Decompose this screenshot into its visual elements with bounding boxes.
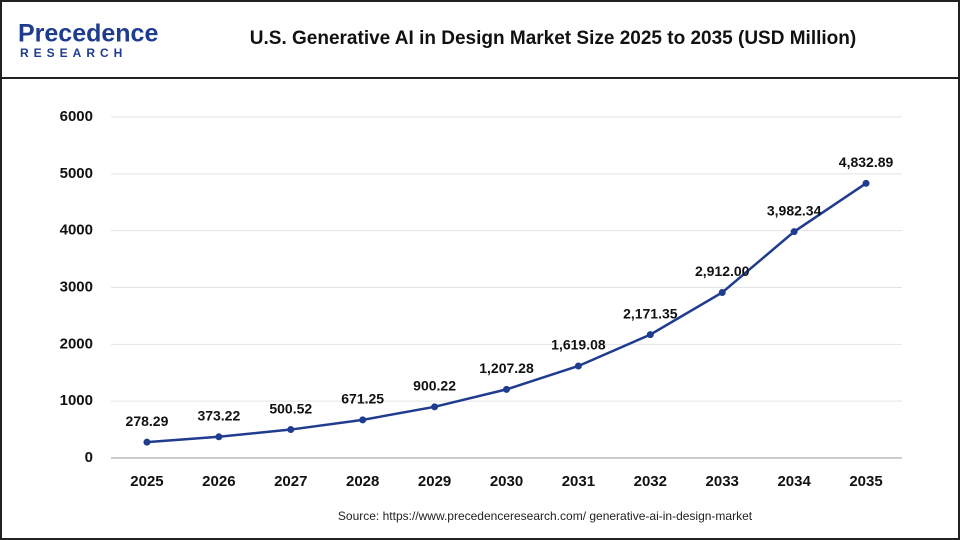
y-tick-label: 6000 — [60, 108, 93, 125]
data-label: 2,912.00 — [695, 263, 750, 279]
data-point — [503, 385, 510, 393]
data-point — [215, 433, 223, 441]
x-tick-label: 2030 — [490, 473, 523, 490]
y-tick-label: 3000 — [60, 278, 93, 295]
logo-name: Precedence — [18, 20, 158, 48]
x-tick-label: 2026 — [202, 473, 235, 490]
data-point — [574, 362, 582, 370]
data-label: 500.52 — [269, 400, 312, 416]
x-tick-label: 2034 — [777, 473, 811, 490]
x-tick-label: 2029 — [418, 473, 451, 490]
x-tick-label: 2027 — [274, 473, 307, 490]
data-point — [718, 289, 726, 297]
x-tick-label: 2028 — [346, 473, 379, 490]
data-label: 2,171.35 — [623, 305, 678, 321]
chart-title: U.S. Generative AI in Design Market Size… — [250, 28, 856, 49]
data-point — [790, 228, 798, 236]
data-point — [287, 426, 295, 434]
data-point — [862, 179, 870, 187]
data-point — [143, 438, 151, 446]
x-tick-label: 2032 — [634, 473, 667, 490]
x-tick-label: 2035 — [849, 473, 882, 490]
data-label: 671.25 — [341, 391, 384, 407]
x-tick-label: 2033 — [706, 473, 739, 490]
x-tick-label: 2031 — [562, 473, 595, 490]
data-point — [359, 416, 367, 424]
data-label: 4,832.89 — [839, 154, 894, 170]
x-tick-label: 2025 — [130, 473, 163, 490]
y-tick-label: 0 — [85, 449, 93, 466]
y-tick-label: 1000 — [60, 392, 93, 409]
data-point — [431, 403, 439, 411]
y-tick-label: 4000 — [60, 222, 93, 239]
y-tick-label: 2000 — [60, 335, 93, 352]
data-label: 1,207.28 — [479, 360, 534, 376]
data-label: 3,982.34 — [767, 202, 822, 218]
source-note: Source: https://www.precedenceresearch.c… — [338, 509, 753, 523]
logo-sub: RESEARCH — [20, 46, 127, 60]
data-point — [646, 331, 654, 339]
data-label: 900.22 — [413, 378, 456, 394]
data-label: 373.22 — [197, 407, 240, 423]
y-tick-label: 5000 — [60, 165, 93, 182]
data-label: 278.29 — [126, 413, 169, 429]
data-label: 1,619.08 — [551, 337, 606, 353]
